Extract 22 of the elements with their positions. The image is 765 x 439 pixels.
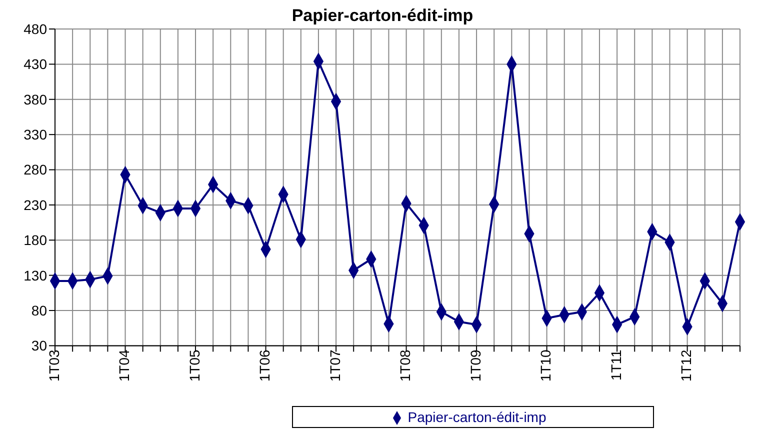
y-tick-label: 430 [24,56,48,72]
y-tick-label: 130 [24,267,48,284]
y-tick-label: 80 [31,302,48,318]
x-tick-label: 1T07 [326,350,343,382]
x-tick-label: 1T11 [608,349,624,381]
y-tick-label: 330 [24,126,48,143]
x-tick-label: 1T08 [397,350,414,382]
y-tick-label: 280 [24,162,48,178]
chart-title: Papier-carton-édit-imp [292,6,474,25]
x-tick-label: 1T04 [116,350,132,382]
x-tick-label: 1T06 [256,350,273,382]
y-tick-label: 180 [24,232,48,248]
y-tick-label: 480 [24,20,48,37]
y-tick-label: 380 [24,91,48,108]
y-tick-label: 230 [24,196,48,213]
y-tick-label: 30 [31,338,48,354]
x-tick-label: 1T10 [538,350,554,382]
x-tick-label: 1T05 [186,350,202,382]
x-tick-label: 1T03 [46,350,62,382]
x-tick-label: 1T09 [467,350,484,382]
legend-label: Papier-carton-édit-imp [408,408,546,425]
x-tick-label: 1T12 [678,350,694,382]
